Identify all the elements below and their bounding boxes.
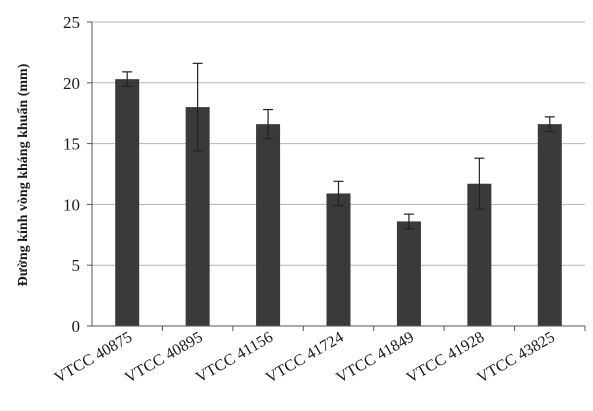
y-tick-label: 25 [63, 13, 80, 32]
gridlines [92, 21, 585, 266]
error-bars [122, 62, 555, 230]
y-axis-label: Đường kính vòng kháng khuẩn (mm) [16, 63, 31, 286]
y-tick-label: 20 [63, 74, 80, 93]
x-tick-label: VTCC 41724 [263, 329, 347, 387]
x-tick-label: VTCC 41849 [333, 329, 417, 387]
x-tick-label: VTCC 41928 [404, 329, 488, 387]
axes [87, 21, 586, 331]
x-tick-label: VTCC 43825 [474, 329, 558, 387]
x-tick-label: VTCC 40895 [122, 329, 206, 387]
y-tick-label: 5 [72, 256, 81, 275]
bar [115, 79, 140, 326]
bar [396, 221, 421, 326]
x-tick-label: VTCC 41156 [193, 329, 276, 387]
x-tick-label: VTCC 40875 [52, 329, 136, 387]
bar [256, 124, 281, 326]
y-tick-label: 10 [63, 195, 80, 214]
bars [115, 79, 562, 327]
bar [537, 124, 562, 326]
y-tick-label: 15 [63, 135, 80, 154]
y-tick-label: 0 [72, 317, 81, 336]
y-tick-labels: 0 5 10 15 20 25 [63, 13, 80, 336]
bar [326, 193, 351, 326]
